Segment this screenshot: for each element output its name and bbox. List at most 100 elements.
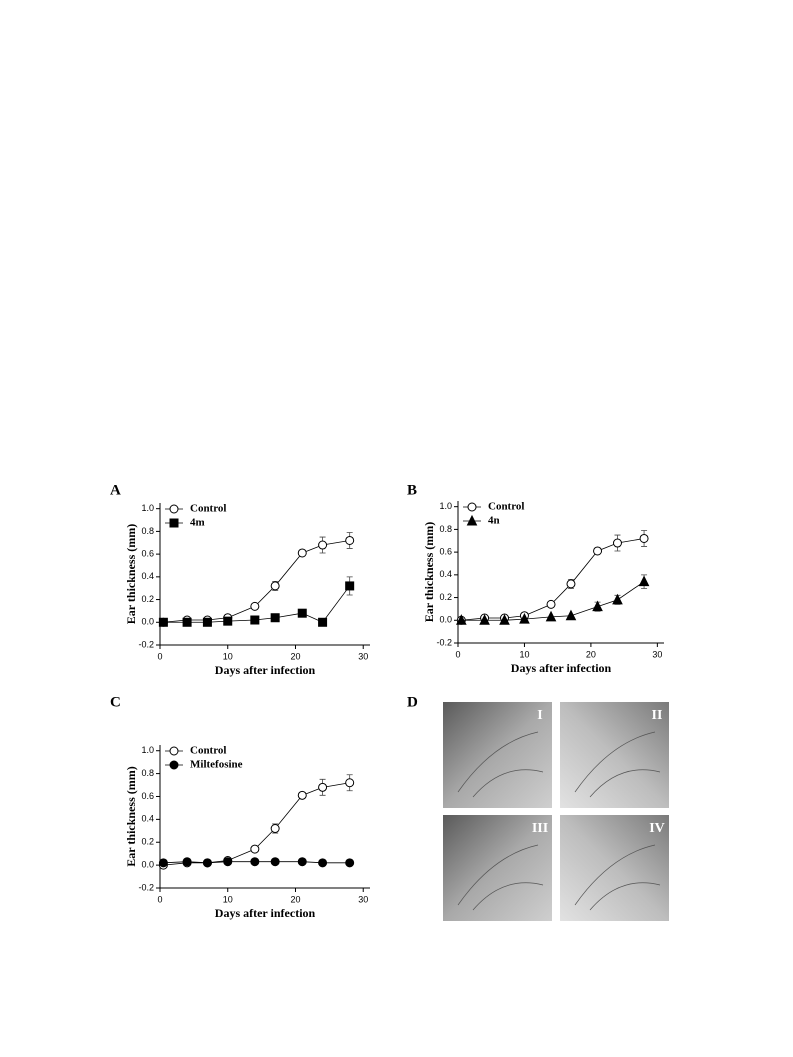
marker [565,609,577,621]
legend-marker [169,760,179,770]
x-tick-label: 20 [586,649,596,659]
legend-marker [169,746,179,756]
y-tick-label: 0.6 [141,791,154,801]
marker [250,844,260,854]
legend-label: Control [190,745,226,757]
marker [297,608,307,618]
marker [297,857,307,867]
x-tick-label: 30 [358,651,368,661]
y-tick-label: 0.0 [141,617,154,627]
legend-marker [466,514,478,526]
photo [560,702,669,808]
marker [638,575,650,587]
y-tick-label: 1.0 [141,503,154,513]
x-tick-label: 0 [157,651,162,661]
x-tick-label: 0 [157,894,162,904]
photo [443,702,552,808]
legend-marker [169,504,179,514]
marker [318,617,328,627]
y-tick-label: 0.8 [141,768,154,778]
photo [443,815,552,921]
legend-marker [467,502,477,512]
photo-detail [457,844,544,911]
photo [560,815,669,921]
y-tick-label: 0.2 [439,592,452,602]
legend-label: 4n [488,515,500,527]
panel-label: A [110,482,121,498]
marker [158,617,168,627]
marker [250,857,260,867]
x-tick-label: 30 [358,894,368,904]
marker [566,579,576,589]
x-tick-label: 20 [290,651,300,661]
x-tick-label: 30 [652,649,662,659]
marker [270,824,280,834]
marker [345,778,355,788]
marker [270,581,280,591]
photo-label: IV [649,821,665,836]
marker [297,548,307,558]
panel-label: D [407,694,418,710]
x-tick-label: 10 [223,651,233,661]
panel-label: C [110,694,121,710]
marker [345,858,355,868]
marker [612,538,622,548]
marker [270,613,280,623]
y-tick-label: 0.4 [141,571,154,581]
y-tick-label: 1.0 [141,745,154,755]
marker [639,533,649,543]
legend-label: Control [190,503,226,515]
marker [202,858,212,868]
photo-label: II [652,708,663,723]
marker [546,599,556,609]
legend-marker [169,518,179,528]
photo-detail [457,731,544,798]
photo-detail [574,844,661,911]
marker [345,581,355,591]
x-tick-label: 20 [290,894,300,904]
y-axis-label: Ear thickness (mm) [124,524,138,624]
marker [519,613,530,624]
marker [182,617,192,627]
y-tick-label: 0.2 [141,837,154,847]
x-tick-label: 10 [223,894,233,904]
x-axis-label: Days after infection [511,661,612,675]
y-axis-label: Ear thickness (mm) [422,522,436,622]
x-tick-label: 0 [455,649,460,659]
marker [182,857,192,867]
marker [545,610,557,622]
marker [318,540,328,550]
y-tick-label: 0.2 [141,594,154,604]
marker [250,601,260,611]
photo-label: III [532,821,548,836]
y-tick-label: 0.6 [141,548,154,558]
marker [499,614,510,625]
panel-label: B [407,482,417,498]
photo-detail [574,731,661,798]
marker [250,615,260,625]
marker [297,790,307,800]
photo-label: I [537,708,542,723]
y-tick-label: 0.6 [439,546,452,556]
marker [456,614,467,625]
legend-label: Miltefosine [190,759,243,771]
marker [612,593,623,605]
marker [593,546,603,556]
x-axis-label: Days after infection [215,663,316,677]
marker [345,535,355,545]
marker [318,782,328,792]
y-tick-label: 0.4 [439,569,452,579]
marker [592,600,603,612]
y-tick-label: 0.8 [141,526,154,536]
marker [479,614,490,625]
y-tick-label: 1.0 [439,501,452,511]
y-tick-label: 0.4 [141,814,154,824]
marker [223,616,233,626]
legend-label: Control [488,501,524,513]
marker [223,857,233,867]
y-axis-label: Ear thickness (mm) [124,766,138,866]
y-tick-label: -0.2 [436,637,452,647]
x-tick-label: 10 [519,649,529,659]
y-tick-label: 0.0 [439,615,452,625]
